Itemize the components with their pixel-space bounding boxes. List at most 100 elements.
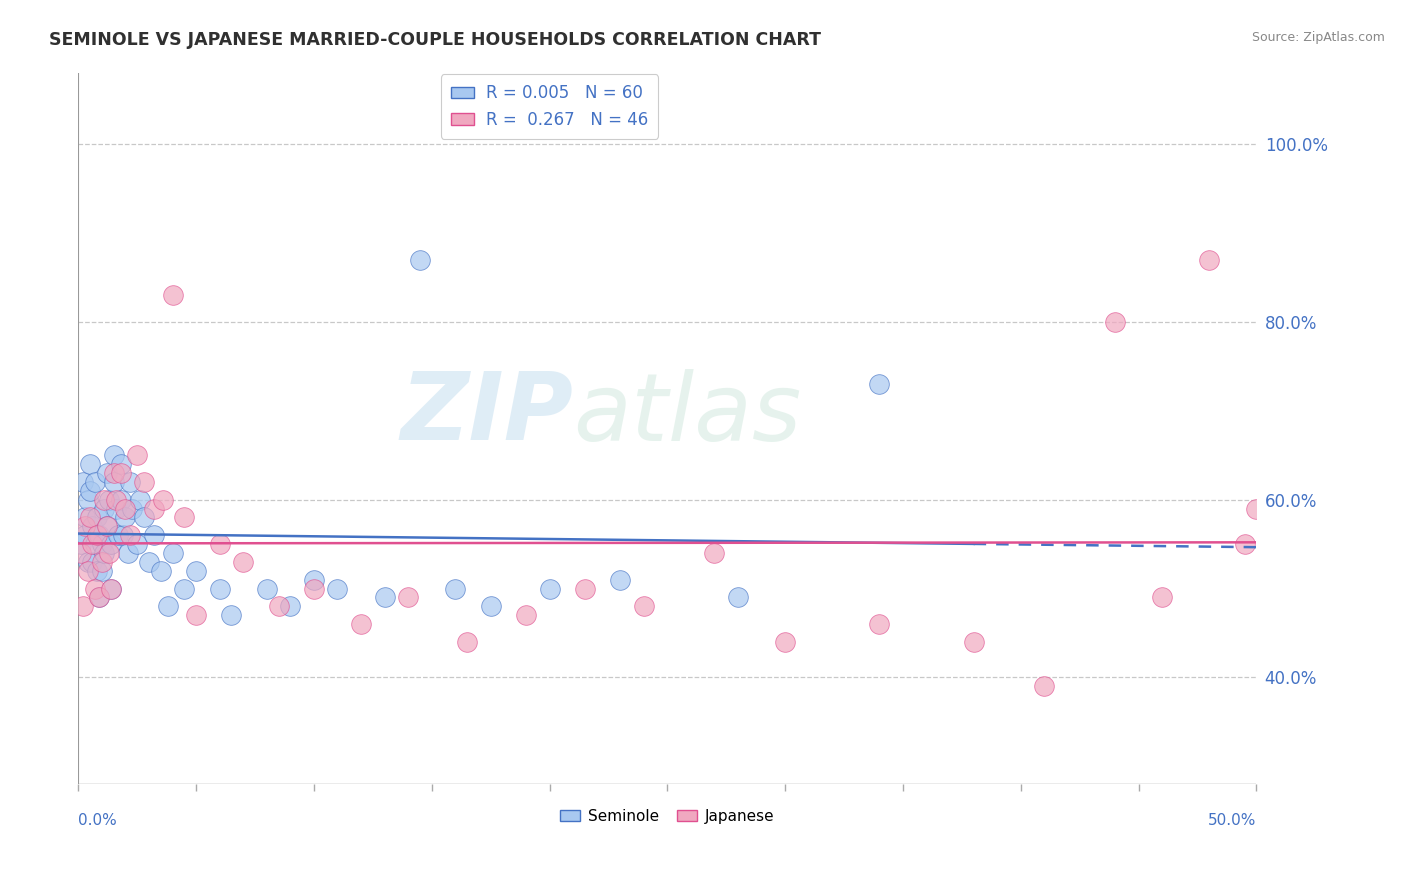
Point (90, 555, 112, 569)
Point (69, 546, 91, 560)
Point (142, 501, 165, 516)
Point (184, 608, 207, 623)
Point (112, 528, 135, 542)
Point (1033, 679, 1056, 693)
Point (1104, 315, 1126, 329)
Point (868, 377, 890, 392)
Point (96, 519, 118, 533)
Point (117, 546, 139, 560)
Point (110, 466, 132, 480)
Point (75, 510, 97, 524)
Point (100, 582, 122, 596)
Point (479, 599, 502, 614)
Point (103, 466, 125, 480)
Point (727, 591, 749, 605)
Point (79, 483, 101, 498)
Point (633, 599, 655, 614)
Point (515, 608, 537, 623)
Point (302, 573, 325, 587)
Point (162, 546, 184, 560)
Point (110, 457, 132, 471)
Point (93, 501, 115, 516)
Point (120, 475, 142, 489)
Point (127, 537, 149, 551)
Point (114, 501, 136, 516)
Point (184, 564, 207, 578)
Point (82, 537, 104, 551)
Point (1246, 501, 1268, 516)
Text: ZIP: ZIP (401, 368, 574, 460)
Point (79, 510, 101, 524)
Point (69, 537, 91, 551)
Point (142, 528, 165, 542)
Point (86, 510, 108, 524)
Point (152, 492, 174, 507)
Point (90, 564, 112, 578)
Point (121, 501, 143, 516)
Point (703, 546, 725, 560)
Point (127, 448, 149, 462)
Point (134, 475, 156, 489)
Point (156, 599, 179, 614)
Point (456, 635, 478, 649)
Point (110, 492, 132, 507)
Point (89, 591, 111, 605)
Point (93, 492, 115, 507)
Text: Source: ZipAtlas.com: Source: ZipAtlas.com (1251, 31, 1385, 45)
Point (396, 591, 419, 605)
Point (76, 564, 98, 578)
Point (100, 537, 122, 551)
Point (444, 582, 467, 596)
Point (609, 573, 631, 587)
Point (75, 519, 97, 533)
Point (76, 555, 98, 569)
Point (538, 582, 561, 596)
Point (350, 617, 373, 632)
Point (104, 501, 127, 516)
Point (107, 528, 129, 542)
Point (83, 475, 105, 489)
Point (75, 528, 97, 542)
Point (208, 537, 231, 551)
Point (162, 288, 184, 302)
Point (96, 466, 118, 480)
Point (302, 582, 325, 596)
Point (409, 252, 432, 267)
Point (574, 582, 596, 596)
Point (96, 519, 118, 533)
Point (97, 546, 120, 560)
Point (962, 635, 984, 649)
Point (138, 555, 160, 569)
Point (83, 582, 105, 596)
Point (221, 608, 243, 623)
Point (1152, 591, 1174, 605)
Point (89, 591, 111, 605)
Point (278, 599, 301, 614)
Point (256, 582, 278, 596)
Point (82, 519, 104, 533)
Point (1233, 537, 1256, 551)
Point (100, 582, 122, 596)
Point (79, 457, 101, 471)
Point (208, 582, 231, 596)
Point (114, 510, 136, 524)
Point (149, 564, 172, 578)
Point (89, 528, 111, 542)
Point (86, 528, 108, 542)
Point (773, 635, 796, 649)
Point (134, 510, 156, 524)
Point (868, 617, 890, 632)
Point (83, 537, 105, 551)
Point (173, 582, 195, 596)
Point (232, 555, 254, 569)
Point (82, 555, 104, 569)
Text: atlas: atlas (574, 368, 801, 459)
Point (103, 448, 125, 462)
Point (128, 492, 150, 507)
Point (374, 591, 396, 605)
Point (72, 599, 94, 614)
Point (326, 582, 349, 596)
Point (86, 564, 108, 578)
Point (120, 528, 142, 542)
Point (173, 510, 195, 524)
